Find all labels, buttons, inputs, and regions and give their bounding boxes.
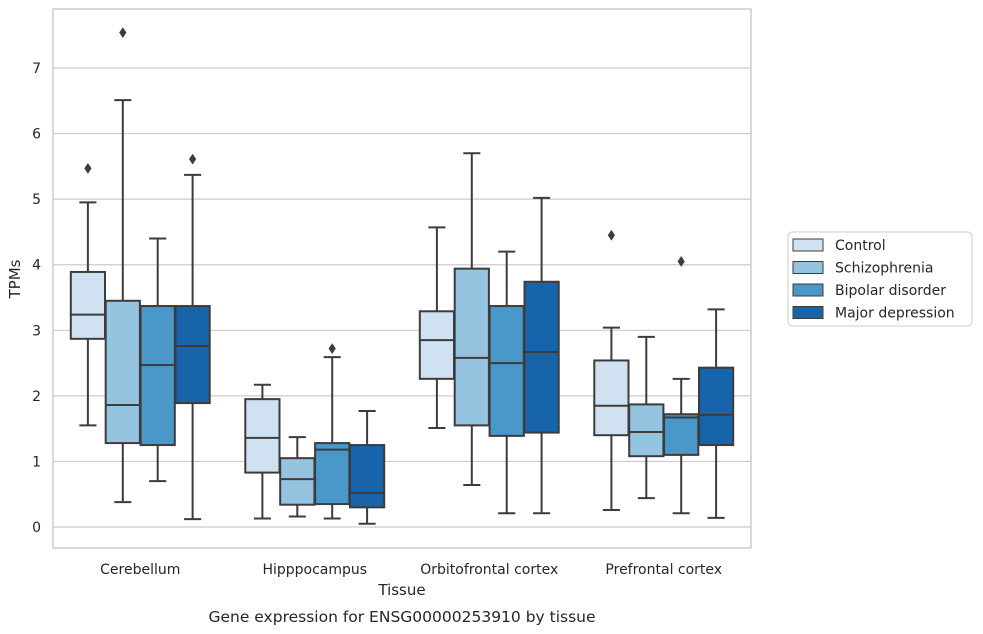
box-major-depression (523, 196, 560, 515)
y-tick-label: 5 (32, 192, 41, 208)
y-tick-label: 0 (32, 520, 41, 536)
y-tick-label: 2 (32, 389, 41, 405)
y-tick-label: 1 (32, 454, 41, 470)
box-bipolar-disorder (139, 237, 176, 483)
iqr-box (279, 457, 316, 506)
iqr-box (244, 398, 281, 474)
legend-swatch (792, 238, 824, 252)
iqr-box (104, 299, 141, 445)
iqr-box (69, 270, 107, 340)
x-tick-label: Prefrontal cortex (605, 562, 722, 578)
x-tick-label: Hipppocampus (262, 562, 367, 578)
y-tick-label: 3 (32, 323, 41, 339)
box-schizophrenia (279, 436, 316, 518)
y-tick-label: 4 (32, 258, 41, 274)
box-bipolar-disorder (488, 250, 525, 515)
x-tick-label: Cerebellum (100, 562, 180, 578)
iqr-box (628, 403, 665, 458)
iqr-box (314, 442, 351, 506)
legend-label: Schizophrenia (835, 261, 933, 277)
plot-frame (52, 8, 752, 549)
box-control (418, 226, 456, 430)
figure-caption: Gene expression for ENSG00000253910 by t… (208, 608, 595, 626)
legend-item: Bipolar disorder (792, 283, 946, 299)
box-schizophrenia (628, 335, 665, 500)
y-tick-label: 7 (32, 61, 41, 77)
iqr-box (174, 305, 211, 405)
box-control (593, 229, 630, 511)
iqr-box (488, 305, 525, 437)
iqr-box (523, 280, 560, 434)
box-control (69, 162, 107, 427)
x-tick-label: Orbitofrontal cortex (420, 562, 558, 578)
outlier-point (328, 343, 336, 355)
legend-swatch (792, 306, 824, 319)
iqr-box (663, 413, 700, 456)
box-major-depression (348, 409, 386, 525)
iqr-box (453, 267, 490, 427)
legend-swatch (792, 261, 824, 274)
iqr-box (348, 444, 386, 509)
legend-item: Control (792, 238, 886, 254)
y-tick-label: 6 (32, 127, 41, 143)
legend-label: Control (835, 238, 886, 254)
y-axis-label: TPMs (6, 259, 24, 299)
outlier-point (84, 162, 92, 174)
box-bipolar-disorder (663, 256, 700, 515)
box-major-depression (174, 153, 211, 521)
legend-frame (787, 231, 973, 327)
legend-swatch (792, 283, 824, 297)
box-schizophrenia (104, 27, 141, 504)
box-major-depression (697, 308, 735, 519)
iqr-box (139, 305, 176, 447)
box-control (244, 383, 281, 520)
iqr-box (593, 359, 630, 437)
outlier-point (677, 256, 685, 267)
legend-item: Schizophrenia (792, 261, 933, 277)
x-axis-ticks: Cerebellum Hipppocampus Orbitofrontal cort… (100, 562, 722, 578)
legend: Control Schizophrenia Bipolar disorder Majo… (787, 231, 973, 327)
box-bipolar-disorder (314, 343, 351, 520)
y-axis-ticks: 0 1 2 3 4 5 6 7 (32, 61, 41, 536)
legend-item: Major depression (792, 306, 955, 322)
box-groups (69, 27, 735, 525)
box-schizophrenia (453, 152, 490, 487)
outlier-point (189, 153, 197, 165)
iqr-box (697, 366, 735, 447)
legend-label: Bipolar disorder (835, 283, 946, 299)
outlier-point (607, 229, 615, 241)
x-axis-label: Tissue (377, 581, 425, 599)
outlier-point (119, 27, 127, 39)
legend-label: Major depression (835, 306, 955, 322)
iqr-box (418, 310, 456, 380)
